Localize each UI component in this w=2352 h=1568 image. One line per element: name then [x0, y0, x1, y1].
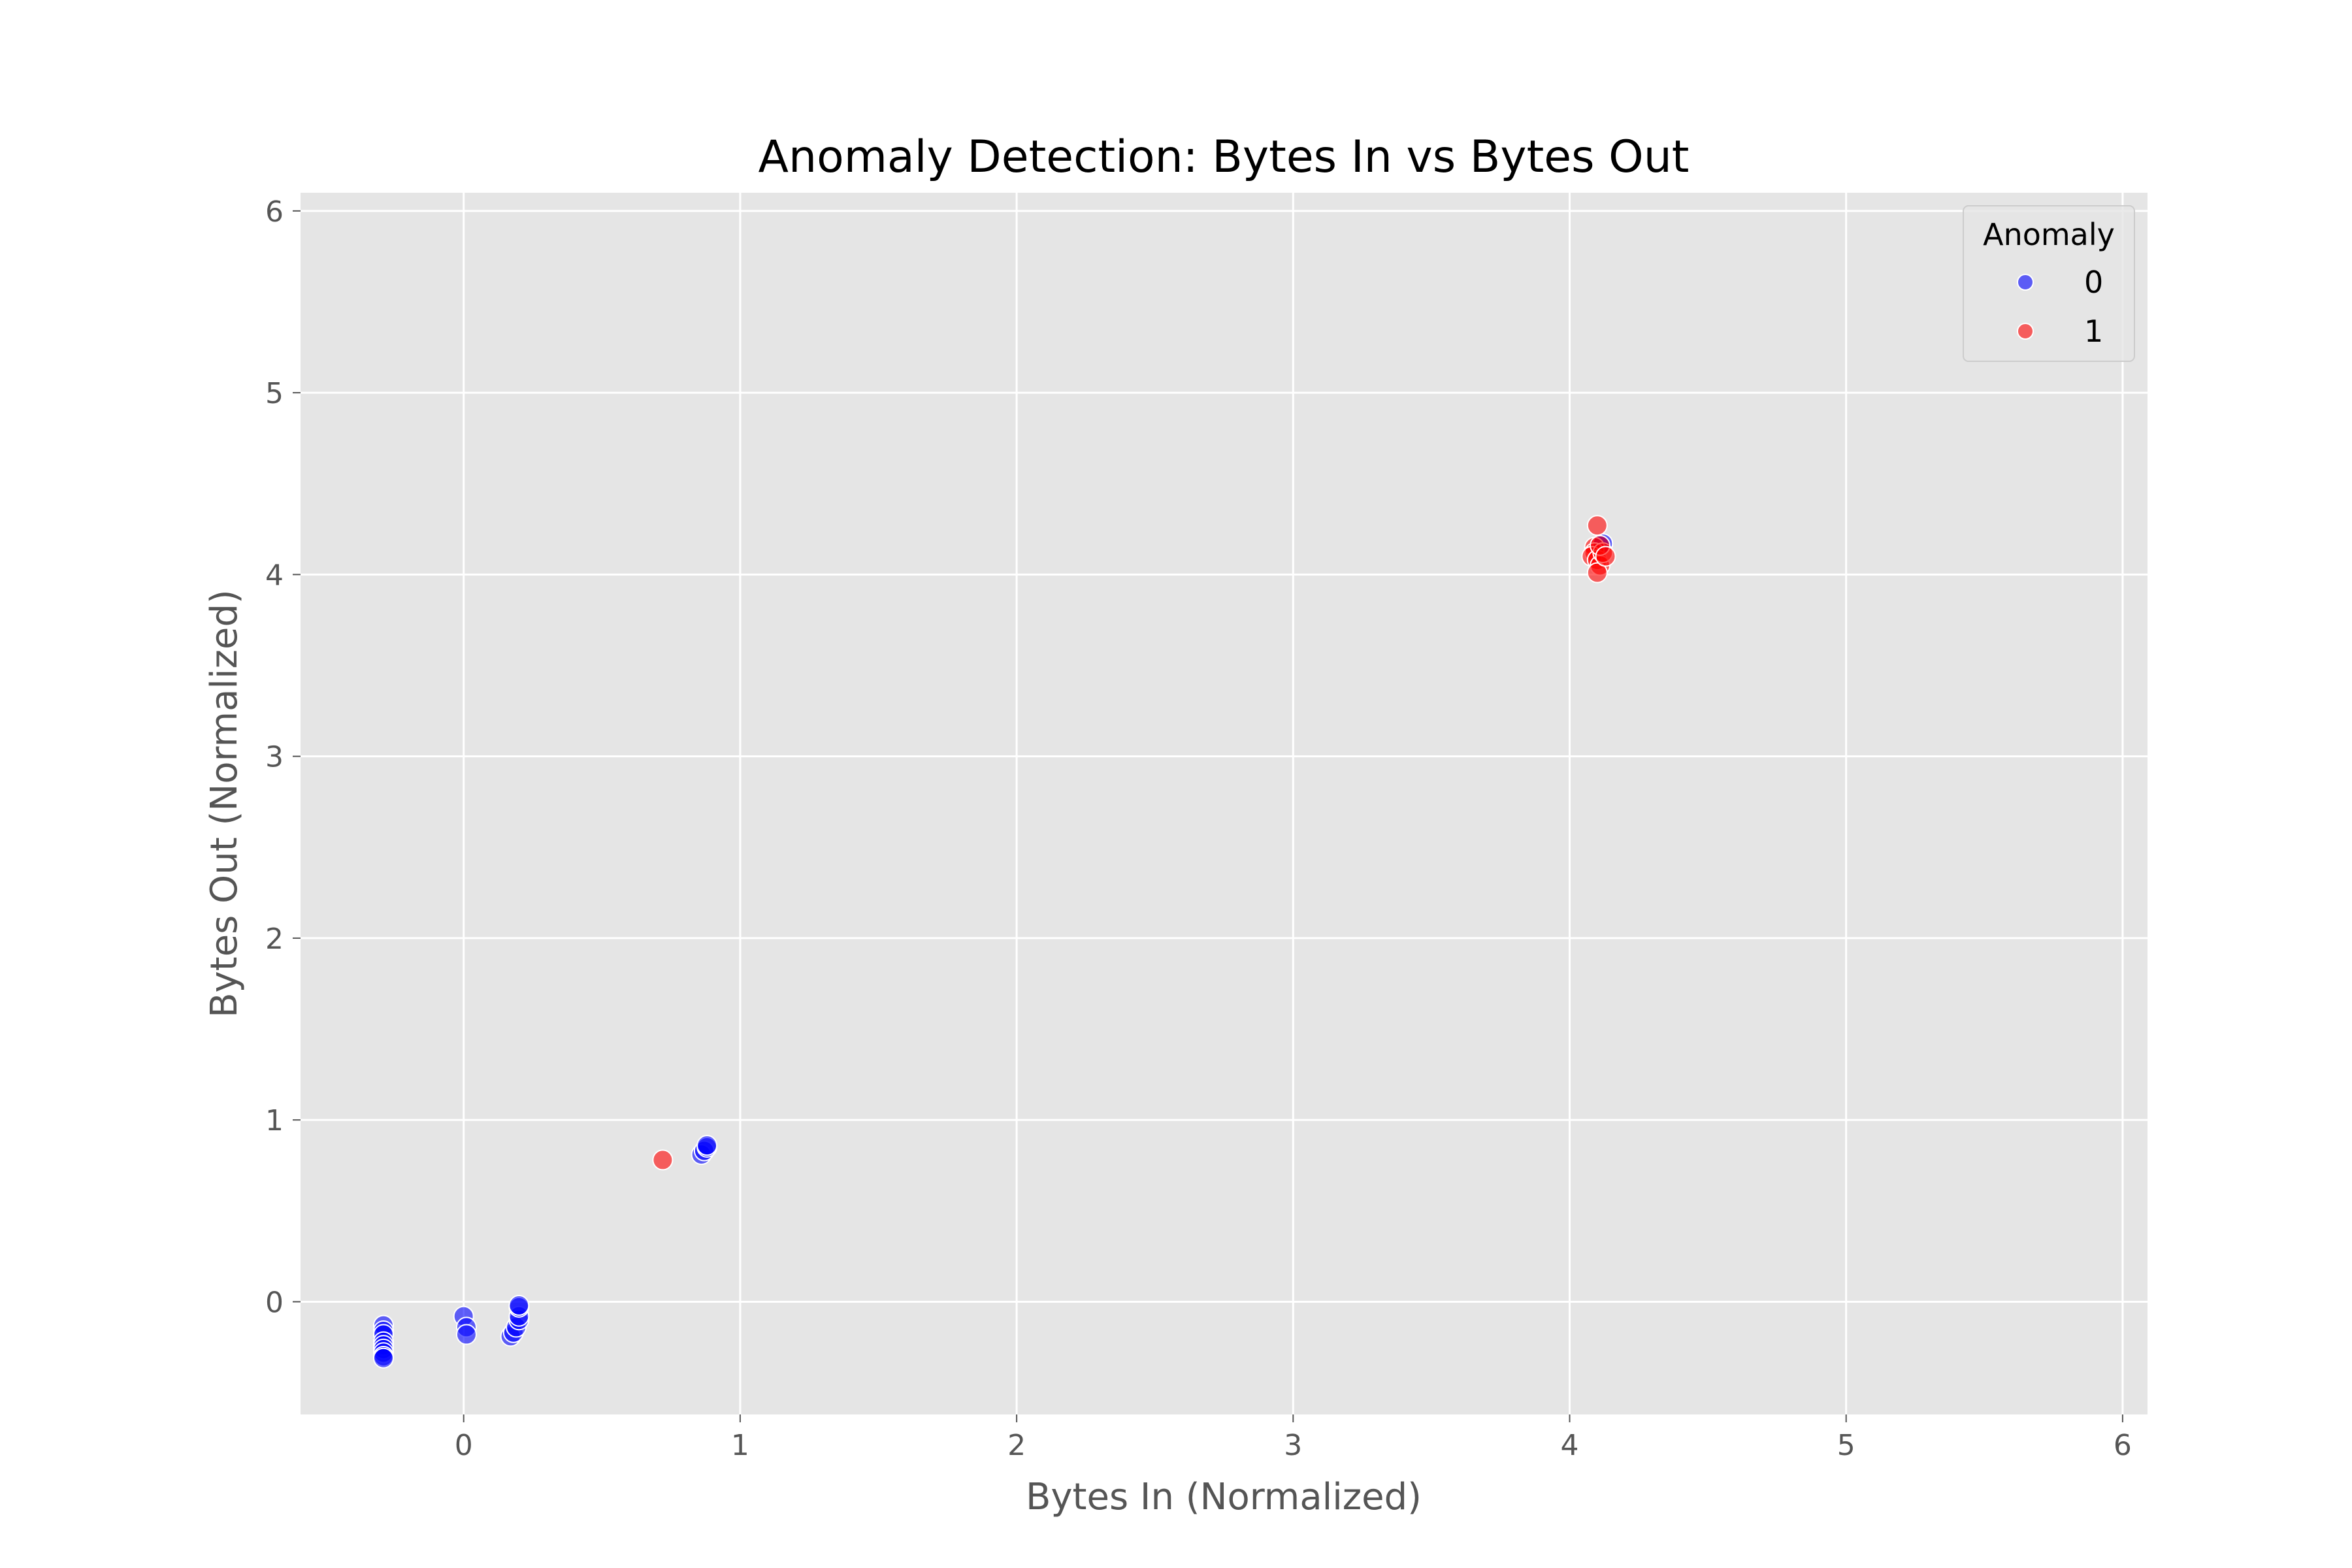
scatter-point-anomaly-0 [372, 1347, 394, 1369]
y-tick-label: 6 [265, 195, 284, 229]
legend-box [1963, 205, 2135, 362]
scatter-point-anomaly-0 [696, 1135, 718, 1156]
scatter-point-anomaly-0 [455, 1324, 477, 1345]
legend-label-0: 0 [2084, 265, 2103, 300]
y-tick-label: 4 [265, 559, 284, 592]
legend-marker-1 [2017, 323, 2034, 340]
x-tick-label: 2 [1007, 1429, 1026, 1462]
x-tick-label: 4 [1561, 1429, 1579, 1462]
x-tick-label: 5 [1837, 1429, 1855, 1462]
legend-marker-0 [2017, 274, 2034, 291]
scatter-point-anomaly-1 [1586, 562, 1608, 583]
x-axis-title: Bytes In (Normalized) [1026, 1476, 1422, 1518]
y-tick-label: 2 [265, 923, 284, 956]
chart-title: Anomaly Detection: Bytes In vs Bytes Out [759, 131, 1690, 183]
y-axis-title: Bytes Out (Normalized) [203, 589, 246, 1018]
y-tick-label: 3 [265, 741, 284, 774]
y-tick-label: 0 [265, 1286, 284, 1319]
scatter-point-anomaly-1 [1586, 515, 1608, 536]
scatter-point-anomaly-1 [1595, 546, 1616, 567]
x-tick-label: 0 [455, 1429, 473, 1462]
legend: Anomaly 0 1 [1963, 205, 2135, 362]
axis-ticks: 0 1 2 3 4 5 6 0 1 2 3 4 5 6 [265, 195, 2132, 1462]
y-tick-label: 5 [265, 377, 284, 410]
x-tick-label: 3 [1284, 1429, 1302, 1462]
x-tick-label: 1 [731, 1429, 749, 1462]
legend-label-1: 1 [2084, 314, 2103, 349]
data-points [372, 515, 1616, 1369]
x-tick-label: 6 [2114, 1429, 2132, 1462]
legend-title: Anomaly [1983, 217, 2115, 252]
grid-lines [301, 193, 2148, 1414]
plot-area [301, 193, 2148, 1414]
scatter-point-anomaly-0 [508, 1295, 530, 1316]
scatter-point-anomaly-1 [652, 1149, 674, 1171]
y-tick-label: 1 [265, 1104, 284, 1137]
